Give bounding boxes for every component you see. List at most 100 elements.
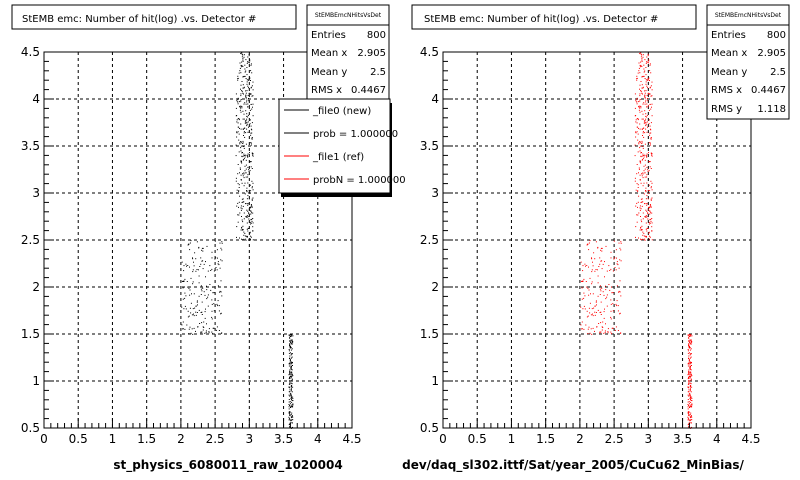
data-point [645,128,647,130]
data-point [251,168,253,169]
data-point [594,270,596,272]
data-point [215,267,217,268]
data-point [190,312,192,314]
data-point [586,244,588,246]
data-point [247,61,248,63]
data-point [213,327,215,329]
title-box [11,4,297,30]
data-point [644,94,646,96]
data-point [191,328,193,330]
data-point [646,61,647,63]
data-point [192,269,194,271]
data-point [648,235,650,237]
data-point [251,180,253,182]
data-point [646,166,648,168]
data-point [248,87,249,89]
data-point [647,93,649,95]
data-point [248,79,250,81]
data-point [242,239,243,241]
stats-label: RMS y [711,104,742,115]
data-point [688,369,690,371]
data-point [645,79,647,81]
data-point [649,222,651,224]
data-point [288,378,290,380]
data-point [241,155,243,157]
data-point [595,301,597,303]
data-point [182,287,184,289]
data-point [691,342,693,344]
data-point [250,210,252,212]
data-point [247,182,249,184]
data-point [648,192,650,194]
data-point [241,219,243,221]
data-point [598,266,600,267]
data-point [651,153,653,155]
data-point [239,212,241,214]
data-point [183,308,185,310]
x-tick-label: 4 [713,432,721,446]
data-point [245,122,247,124]
data-point [597,282,599,284]
data-point [238,139,240,141]
data-point [244,182,246,184]
data-point [636,101,638,103]
data-point [219,242,221,244]
data-point [243,135,244,136]
data-point [640,226,642,228]
data-point [244,193,246,195]
data-point [646,85,648,87]
data-point [244,156,246,158]
data-point [689,349,691,351]
data-point [289,414,291,416]
data-point [688,405,690,406]
data-point [289,340,291,342]
data-point [645,228,647,230]
data-point [651,81,653,83]
data-point [582,308,584,310]
data-point [591,308,593,310]
stats-value: 2.905 [757,48,786,59]
data-point [640,208,642,210]
data-point [646,95,648,96]
data-point [290,345,291,347]
data-point [620,260,622,262]
data-point [242,225,244,227]
data-point [642,234,644,236]
data-point [645,217,647,218]
data-point [688,337,690,339]
data-point [638,142,640,144]
data-point [252,153,254,155]
data-point [635,226,637,228]
data-point [650,122,652,124]
data-point [240,88,241,90]
data-point [252,95,254,97]
data-point [648,232,650,234]
data-point [640,198,642,200]
data-point [289,371,291,373]
data-point [290,416,292,418]
data-point [605,245,607,247]
data-point [602,291,604,293]
data-point [600,301,602,303]
data-point [290,359,291,361]
data-point [218,305,220,307]
data-point [243,153,245,155]
data-point [245,78,247,79]
data-point [643,235,645,237]
data-point [642,218,644,220]
data-point [689,335,691,337]
data-point [691,403,693,405]
data-point [597,295,599,297]
data-point [688,373,690,375]
data-point [288,401,290,403]
data-point [199,323,201,324]
data-point [251,132,253,134]
x-tick-label: 3.5 [673,432,692,446]
data-point [245,96,247,98]
data-point [641,152,642,153]
data-point [291,357,292,359]
data-point [689,398,691,400]
data-point [635,136,637,138]
data-point [688,372,690,374]
data-point [639,141,641,142]
